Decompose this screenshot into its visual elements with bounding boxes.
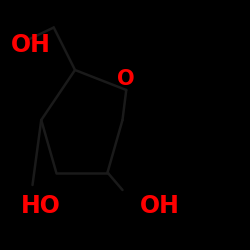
Text: OH: OH bbox=[140, 194, 180, 218]
Text: OH: OH bbox=[11, 33, 51, 57]
Text: HO: HO bbox=[21, 194, 61, 218]
Text: O: O bbox=[118, 69, 135, 89]
